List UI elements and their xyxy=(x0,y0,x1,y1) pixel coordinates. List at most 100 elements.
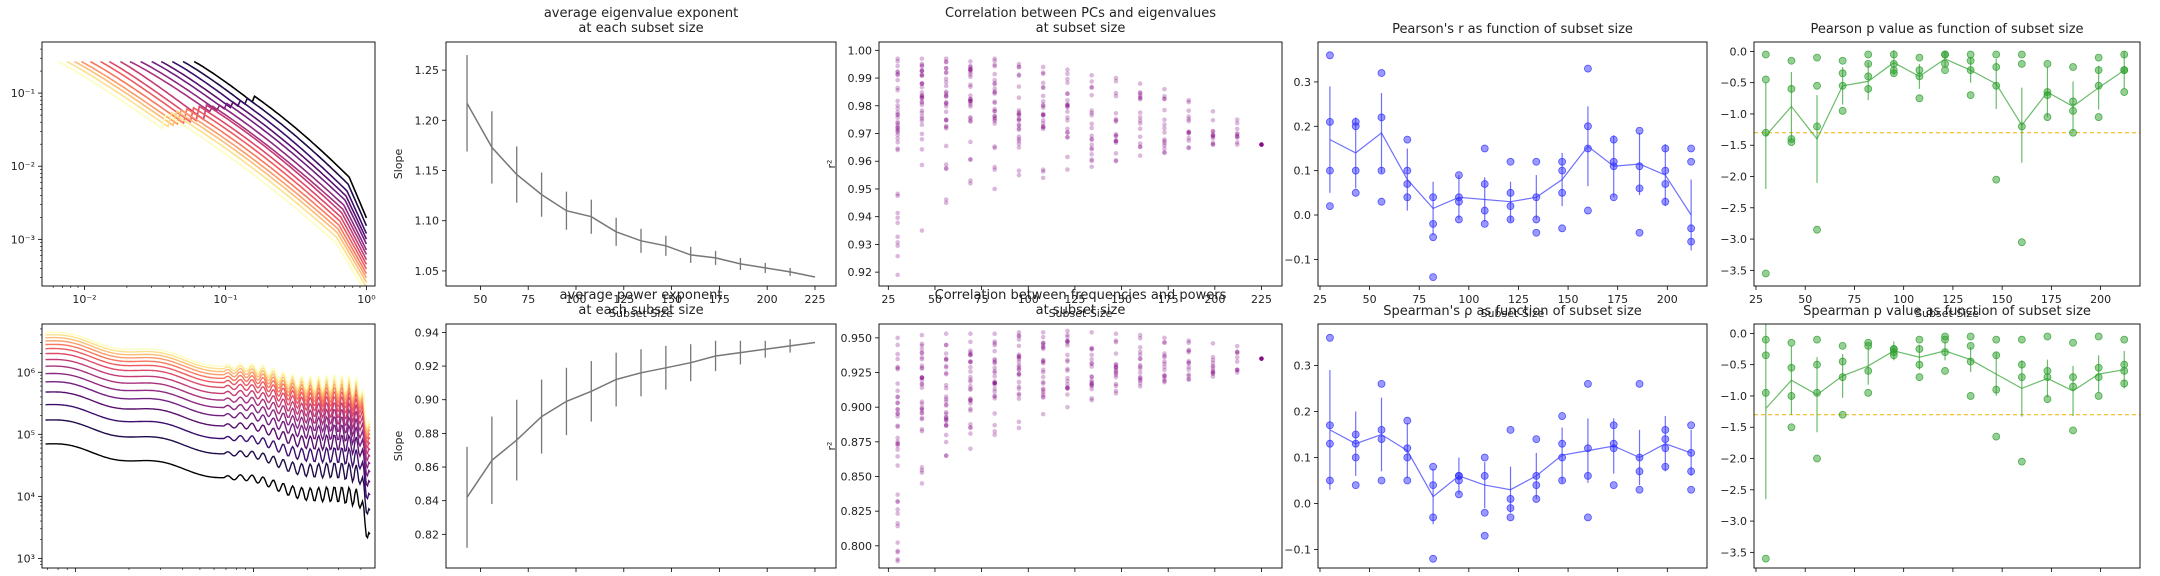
x-tick-label: 150 xyxy=(1992,293,2013,306)
scatter-point xyxy=(919,363,925,368)
scatter-point xyxy=(968,369,973,374)
scatter-point xyxy=(943,423,949,429)
scatter-point xyxy=(1113,368,1119,373)
scatter-point xyxy=(992,56,997,61)
scatter-point xyxy=(1065,115,1070,120)
spectrum-curve xyxy=(89,60,368,274)
scatter-point xyxy=(1016,64,1022,70)
scatter-point xyxy=(943,370,949,376)
data-point xyxy=(2043,373,2052,382)
scatter-point xyxy=(1089,330,1094,335)
scatter-point xyxy=(968,74,973,80)
scatter-point xyxy=(1186,349,1192,355)
scatter-point xyxy=(1113,138,1119,144)
scatter-point xyxy=(1016,141,1022,147)
scatter-point xyxy=(1016,371,1022,377)
y-tick-label: 1.00 xyxy=(848,44,873,57)
scatter-point xyxy=(1016,364,1022,370)
data-point xyxy=(1915,373,1924,382)
data-point xyxy=(1609,481,1618,490)
scatter-point xyxy=(968,406,973,412)
scatter-point xyxy=(1065,357,1070,363)
x-tick-label: 10⁻¹ xyxy=(213,293,237,306)
scatter-point xyxy=(895,191,900,197)
scatter-point xyxy=(919,131,925,137)
scatter-point xyxy=(895,523,900,529)
scatter-point xyxy=(968,100,973,105)
scatter-point xyxy=(919,385,925,390)
y-tick-label: −0.5 xyxy=(1720,77,1747,90)
scatter-point xyxy=(1162,140,1167,146)
scatter-point xyxy=(1065,386,1070,392)
scatter-point xyxy=(992,109,997,114)
scatter-point xyxy=(1113,388,1119,394)
scatter-point xyxy=(895,492,900,497)
scatter-point xyxy=(1040,367,1046,373)
scatter-point xyxy=(1089,147,1094,152)
scatter-point xyxy=(1065,338,1070,344)
y-tick-label: 0.2 xyxy=(1294,120,1312,133)
scatter-point xyxy=(1040,345,1046,350)
scatter-point xyxy=(1040,386,1046,392)
data-point xyxy=(1915,345,1924,353)
data-point xyxy=(1429,554,1438,563)
data-point xyxy=(1992,432,2001,441)
scatter-point xyxy=(968,69,973,75)
data-point xyxy=(1635,453,1644,462)
data-point xyxy=(1915,335,1924,344)
scatter-point xyxy=(1089,151,1094,157)
x-tick-label: 100 xyxy=(566,293,587,306)
data-point xyxy=(1506,504,1515,513)
axes-frame xyxy=(445,41,837,287)
scatter-point xyxy=(895,210,900,216)
data-point xyxy=(1992,81,2001,90)
y-tick-label: 1.15 xyxy=(415,165,440,178)
y-tick-label: 0.97 xyxy=(848,128,873,141)
scatter-point xyxy=(1089,92,1094,98)
x-tick-label: 125 xyxy=(613,293,634,306)
scatter-point xyxy=(1234,134,1240,139)
y-tick-label: −2.0 xyxy=(1720,453,1747,466)
data-point xyxy=(1326,421,1334,430)
scatter-point xyxy=(919,72,925,78)
scatter-point xyxy=(1065,102,1070,108)
scatter-point xyxy=(992,359,997,365)
data-point xyxy=(1326,117,1334,126)
scatter-point xyxy=(1040,379,1046,385)
x-tick-label: 175 xyxy=(2041,293,2062,306)
scatter-point xyxy=(1210,341,1216,346)
scatter-point xyxy=(895,234,900,240)
scatter-point xyxy=(1065,91,1070,97)
scatter-point xyxy=(919,72,925,78)
scatter-point xyxy=(895,441,900,446)
scatter-point xyxy=(1016,330,1022,335)
scatter-point xyxy=(968,118,973,124)
scatter-point xyxy=(1210,364,1216,370)
spectrum-curve xyxy=(45,331,371,428)
data-point xyxy=(1915,360,1924,369)
scatter-point xyxy=(1210,374,1216,379)
scatter-point xyxy=(919,93,925,98)
y-tick-label: 0.850 xyxy=(841,471,873,484)
scatter-point xyxy=(1016,134,1022,139)
data-point xyxy=(1351,453,1360,462)
scatter-point xyxy=(1065,97,1070,103)
data-point xyxy=(1558,157,1567,166)
data-point xyxy=(1838,69,1847,78)
scatter-point xyxy=(943,453,949,458)
scatter-point xyxy=(1162,86,1167,92)
scatter-point xyxy=(1040,118,1046,123)
y-tick-label: 0.99 xyxy=(848,72,873,85)
scatter-point xyxy=(895,558,900,564)
scatter-point xyxy=(1065,80,1070,85)
scatter-point xyxy=(895,549,900,555)
chart-eigenspectra: 10⁻² 10⁻¹ 10⁰ 10⁻³ 10⁻² 10⁻¹ xyxy=(11,41,376,306)
y-tick-label: 0.98 xyxy=(848,100,873,113)
scatter-point xyxy=(992,370,997,375)
data-point xyxy=(1838,410,1847,419)
scatter-point xyxy=(919,407,925,413)
data-point xyxy=(1915,94,1924,103)
data-point xyxy=(1480,508,1489,517)
scatter-point xyxy=(1089,382,1094,388)
